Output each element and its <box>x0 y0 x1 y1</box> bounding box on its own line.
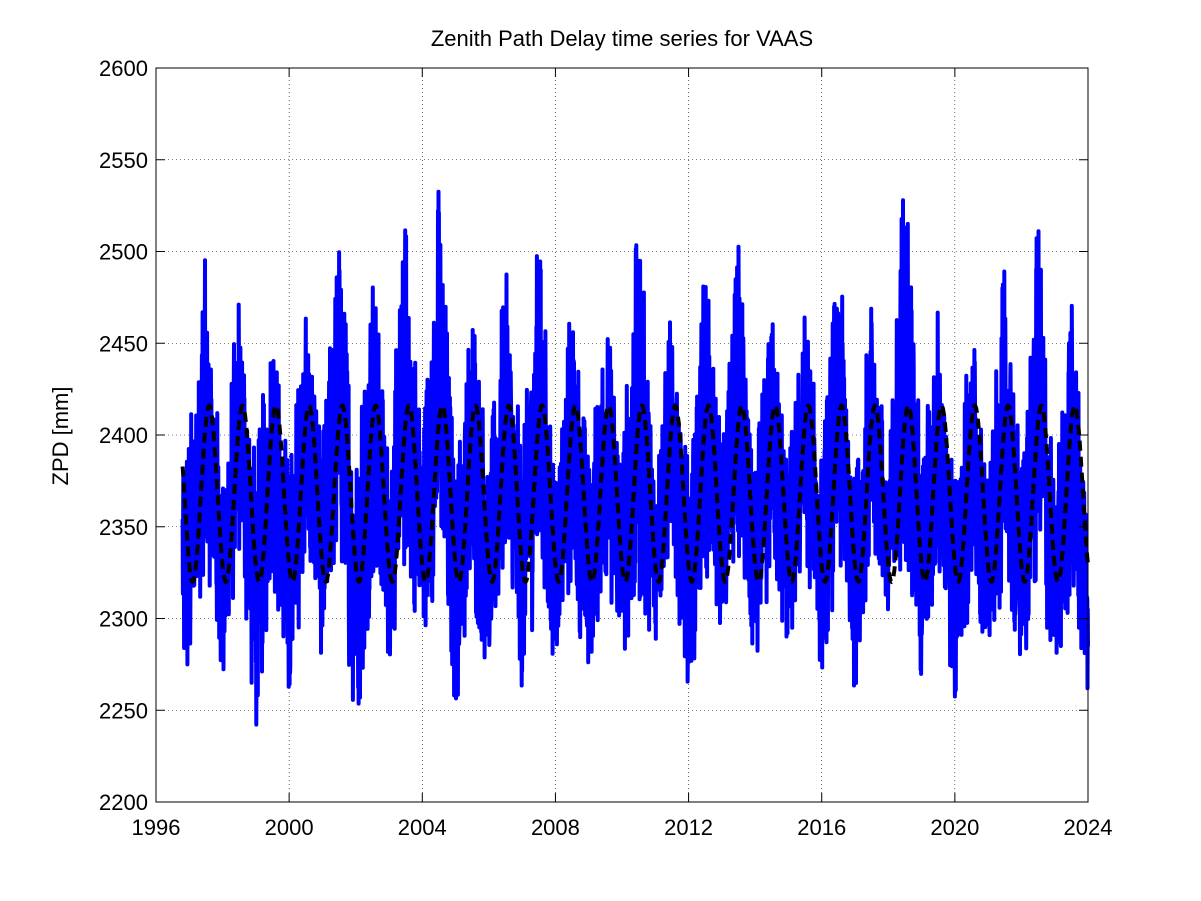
y-axis-label: ZPD [mm] <box>48 387 73 486</box>
x-tick-label: 2020 <box>930 815 979 840</box>
y-tick-label: 2350 <box>99 515 148 540</box>
y-tick-label: 2600 <box>99 56 148 81</box>
zpd-series-line <box>180 189 1090 727</box>
x-tick-label: 2012 <box>664 815 713 840</box>
ticks: 1996 2000 2004 2008 2012 2016 2020 2024 2200 2250… <box>99 56 1112 840</box>
x-tick-label: 2024 <box>1064 815 1113 840</box>
x-tick-label: 2008 <box>531 815 580 840</box>
series-layer <box>180 189 1090 727</box>
y-tick-label: 2250 <box>99 698 148 723</box>
x-tick-label: 1996 <box>132 815 181 840</box>
y-tick-label: 2450 <box>99 331 148 356</box>
seasonal-fit-line <box>180 403 1090 585</box>
y-tick-label: 2500 <box>99 240 148 265</box>
x-tick-label: 2000 <box>265 815 314 840</box>
y-tick-label: 2200 <box>99 790 148 815</box>
chart-title: Zenith Path Delay time series for VAAS <box>431 26 813 51</box>
x-tick-label: 2016 <box>797 815 846 840</box>
y-tick-label: 2400 <box>99 423 148 448</box>
x-tick-label: 2004 <box>398 815 447 840</box>
y-tick-label: 2300 <box>99 607 148 632</box>
y-tick-label: 2550 <box>99 148 148 173</box>
